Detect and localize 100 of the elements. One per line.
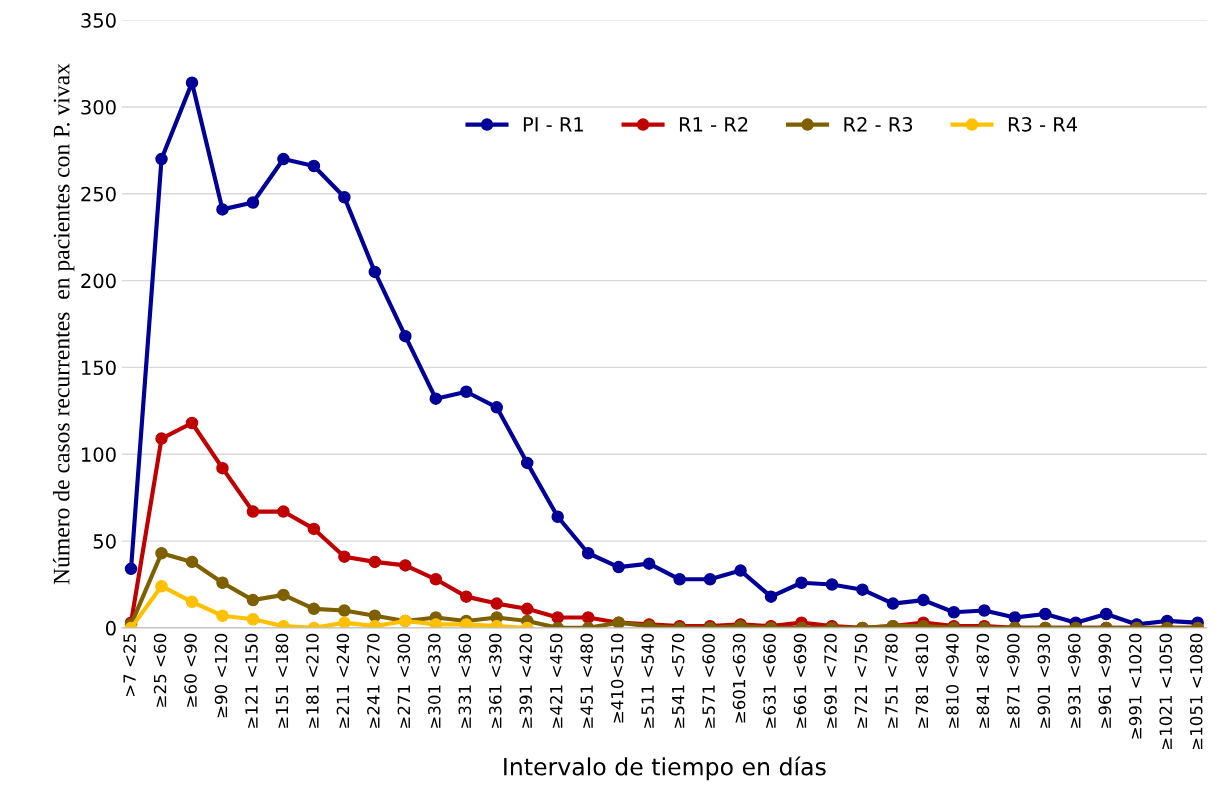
- point: [551, 510, 564, 524]
- x-tick-label: ≥151 <180: [275, 633, 289, 728]
- point: [155, 579, 168, 593]
- point: [764, 590, 778, 603]
- x-tick-label: ≥121 <150: [245, 633, 258, 728]
- point: [460, 590, 473, 603]
- point: [216, 609, 229, 622]
- point: [490, 597, 503, 610]
- point: [734, 564, 747, 577]
- x-tick-label: ≥841 <870: [976, 633, 990, 728]
- point: [520, 456, 534, 470]
- point: [246, 612, 260, 626]
- x-tick-label: ≥60 <90: [184, 633, 197, 707]
- x-axis-title: Intervalo de tiempo en días: [504, 756, 826, 781]
- x-tick-label: ≥1021 <1050: [1159, 633, 1173, 750]
- point: [460, 385, 473, 398]
- point: [399, 559, 412, 572]
- y-tick-label: 350: [81, 13, 116, 28]
- x-tick-label: ≥1051 <1080: [1189, 633, 1203, 750]
- x-tick-label: ≥331 <360: [458, 633, 472, 728]
- point: [399, 329, 412, 343]
- point: [368, 265, 382, 279]
- legend-label: R1 - R2: [679, 116, 748, 132]
- point: [703, 573, 717, 586]
- y-tick-label: 300: [81, 99, 116, 115]
- y-tick-label: 150: [82, 360, 116, 376]
- point: [155, 432, 168, 445]
- point: [429, 573, 443, 586]
- x-tick-label: ≥301 <330: [428, 633, 441, 728]
- point: [947, 606, 961, 619]
- point: [338, 550, 351, 563]
- point: [246, 196, 260, 209]
- legend-label: PI - R1: [523, 117, 583, 132]
- point: [825, 578, 839, 591]
- point: [429, 392, 443, 405]
- x-tick-label: ≥271 <300: [397, 633, 411, 728]
- y-axis-title: Número de casos recurrentes en pacientes con P. vivax: [52, 63, 75, 585]
- x-tick-label: ≥391 <420: [519, 633, 533, 728]
- point: [277, 152, 290, 166]
- point: [856, 583, 869, 596]
- point: [216, 576, 229, 590]
- point: [307, 522, 321, 536]
- legend-label: R2 - R3: [844, 116, 913, 132]
- x-tick-label: ≥931 <960: [1068, 633, 1081, 728]
- y-tick-label: 0: [105, 620, 116, 636]
- x-tick-label: ≥511 <540: [641, 633, 654, 728]
- x-tick-label: ≥691 <720: [824, 633, 837, 728]
- x-tick-label: ≥631 <660: [763, 633, 776, 728]
- x-tick-label: ≥451 <480: [580, 633, 593, 728]
- point: [460, 618, 473, 628]
- x-tick-label: ≥541 <570: [671, 633, 685, 728]
- point: [216, 203, 229, 216]
- point: [978, 604, 991, 617]
- x-tick-label: ≥211 <240: [336, 633, 350, 728]
- x-tick-label: ≥661 <690: [793, 633, 807, 728]
- point: [216, 461, 229, 475]
- x-tick-label: ≥781 <810: [915, 633, 929, 728]
- x-tick-label: ≥991 <1020: [1128, 633, 1142, 739]
- x-tick-label: ≥421 <450: [549, 633, 563, 728]
- point: [277, 505, 290, 518]
- x-tick-label: ≥181 <210: [306, 633, 319, 728]
- point: [277, 588, 290, 602]
- point: [368, 609, 382, 622]
- point: [581, 611, 595, 624]
- point: [368, 555, 382, 569]
- point: [307, 159, 321, 173]
- x-tick-label: ≥810 <940: [946, 633, 959, 728]
- x-tick-label: ≥901 <930: [1037, 633, 1051, 728]
- x-tick-label: ≥601<630: [732, 633, 746, 723]
- y-tick-label: 100: [82, 447, 116, 462]
- point: [246, 505, 260, 518]
- point: [338, 190, 351, 204]
- x-tick-label: ≥25 <60: [153, 633, 167, 707]
- x-tick-label: ≥361 <390: [488, 633, 502, 728]
- x-tick-label: ≥721 <750: [854, 633, 868, 728]
- point: [155, 546, 168, 560]
- point: [551, 611, 564, 624]
- y-tick-label: 50: [93, 534, 116, 549]
- point: [917, 593, 930, 607]
- legend-label: R3 - R4: [1008, 116, 1078, 132]
- point: [429, 618, 443, 628]
- point: [185, 416, 199, 430]
- x-tick-label: ≥571 <600: [702, 633, 715, 728]
- point: [338, 616, 351, 628]
- point: [307, 602, 321, 616]
- point: [155, 152, 168, 166]
- point: [1008, 611, 1022, 624]
- point: [338, 604, 351, 617]
- x-tick-label: ≥410<510: [610, 633, 624, 723]
- point: [490, 401, 503, 414]
- x-tick-label: >7 <25: [123, 634, 136, 697]
- point: [886, 597, 900, 610]
- point: [246, 593, 260, 607]
- point: [642, 557, 656, 570]
- y-tick-label: 200: [81, 273, 116, 289]
- point: [185, 76, 199, 89]
- point: [124, 562, 138, 576]
- y-tick-label: 250: [81, 186, 116, 202]
- point: [1039, 607, 1052, 621]
- x-tick-label: ≥871 <900: [1007, 633, 1020, 728]
